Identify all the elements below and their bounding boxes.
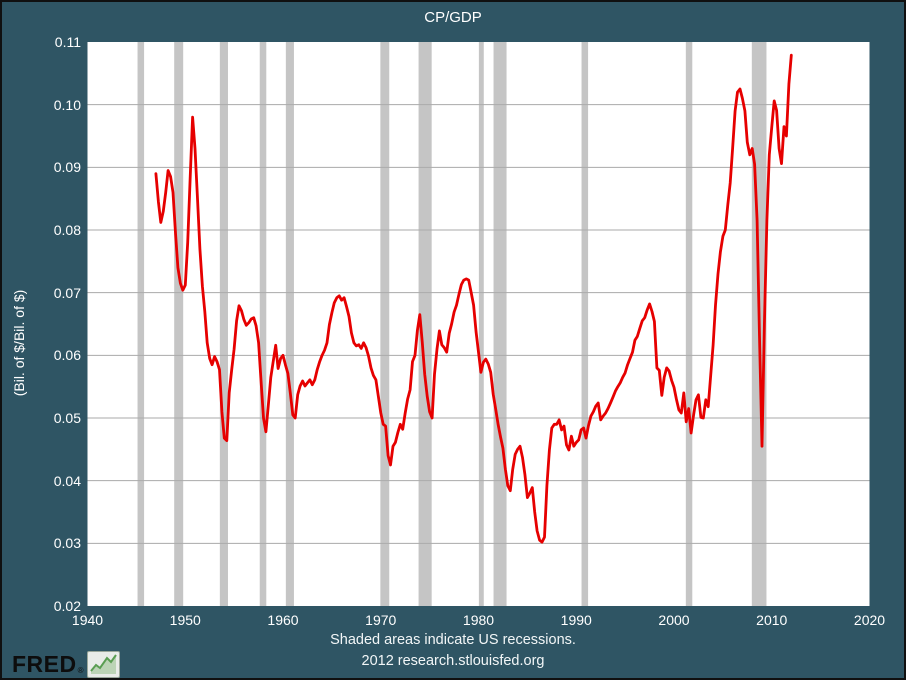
recession-band (478, 42, 484, 606)
recession-band (219, 42, 228, 606)
x-tick-label: 1960 (267, 612, 299, 628)
y-axis-title: (Bil. of $/Bil. of $) (11, 289, 27, 397)
line-chart-icon (86, 650, 120, 678)
y-tick-label: 0.06 (53, 347, 81, 364)
recession-band (493, 42, 507, 606)
y-tick-label: 0.08 (53, 222, 81, 238)
y-tick-label: 0.07 (53, 284, 81, 301)
y-tick-label: 0.11 (54, 34, 81, 50)
y-tick-label: 0.10 (53, 96, 81, 113)
y-tick-label: 0.04 (53, 472, 81, 489)
x-tick-label: 2010 (756, 612, 788, 628)
chart-title: CP/GDP (424, 9, 482, 26)
y-tick-label: 0.05 (53, 410, 81, 426)
x-tick-label: 2000 (658, 612, 690, 628)
x-tick-label: 1940 (71, 612, 104, 628)
recession-band (137, 42, 145, 606)
fred-logo-text: FRED (12, 651, 77, 677)
recession-band (259, 42, 267, 606)
fred-logo: FRED ® (12, 650, 120, 678)
plot-area (87, 42, 870, 606)
x-tick-label: 2020 (853, 612, 886, 628)
y-tick-label: 0.09 (53, 159, 81, 176)
y-tick-label: 0.03 (53, 535, 81, 552)
recession-band (418, 42, 432, 606)
x-tick-label: 1980 (462, 612, 495, 628)
fred-registered-mark: ® (77, 666, 84, 675)
x-tick-label: 1990 (560, 612, 592, 628)
recession-band (285, 42, 294, 606)
recession-band (581, 42, 589, 606)
x-tick-label: 1970 (365, 612, 397, 628)
recession-band (685, 42, 693, 606)
recession-note: Shaded areas indicate US recessions. (330, 632, 576, 648)
recession-band (380, 42, 390, 606)
source-credit: 2012 research.stlouisfed.org (361, 653, 545, 669)
x-tick-label: 1950 (169, 612, 201, 628)
series-line (154, 53, 793, 544)
y-tick-label: 0.02 (53, 598, 81, 614)
recession-band (174, 42, 184, 606)
